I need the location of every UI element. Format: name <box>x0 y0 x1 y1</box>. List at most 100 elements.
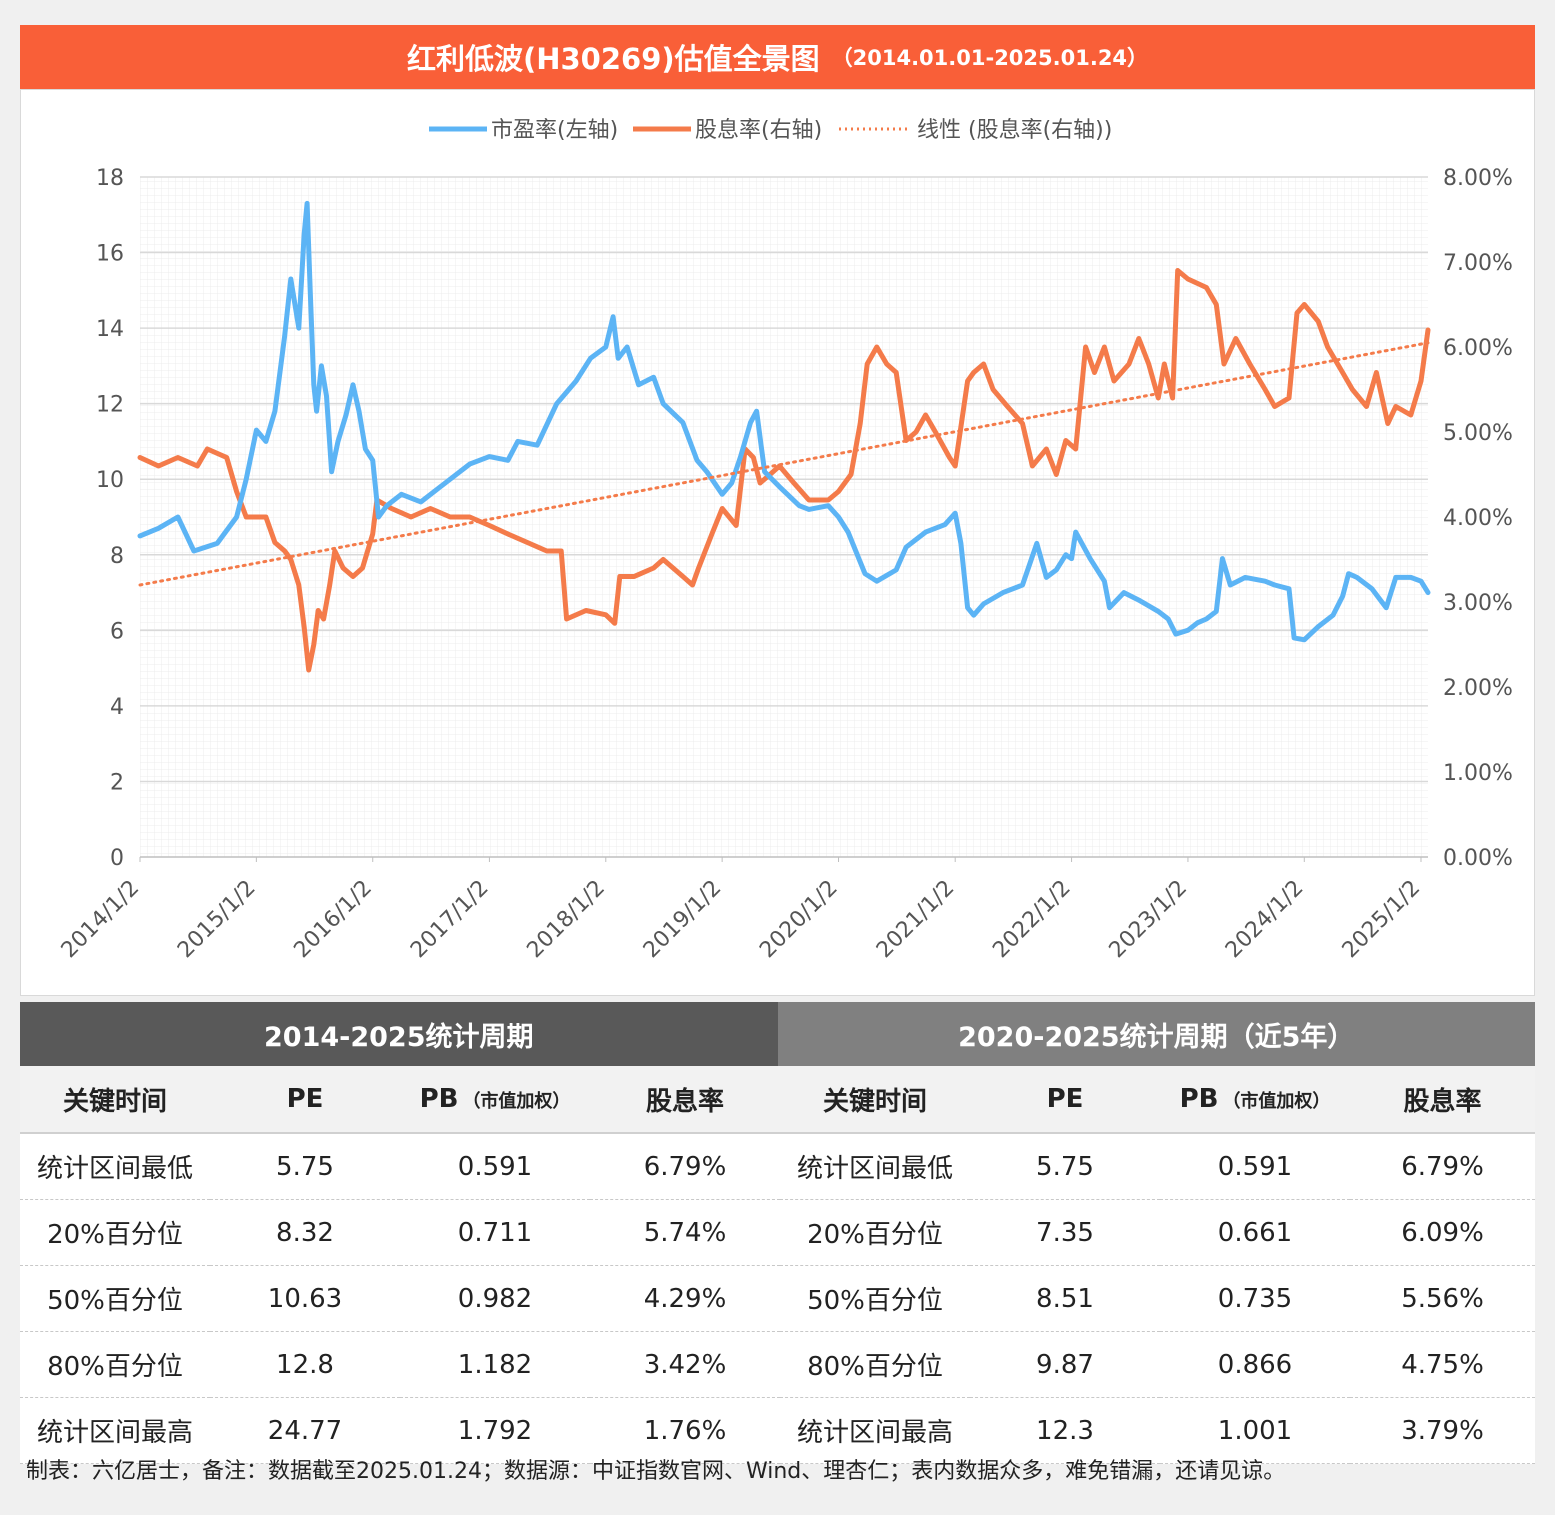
y-right-tick-label: 8.00% <box>1443 166 1513 191</box>
col-pe: PE <box>210 1066 400 1134</box>
y-right-tick-label: 7.00% <box>1443 251 1513 276</box>
cell-recent-pe: 8.51 <box>970 1265 1160 1332</box>
cell-recent-label: 80%百分位 <box>780 1331 970 1398</box>
stats-table: 关键时间 PE PB （市值加权） 股息率 关键时间 PE PB （市值加权） 股息… <box>20 1066 1535 1464</box>
x-tick-label: 2018/1/2 <box>522 876 610 964</box>
cell-recent-pb: 0.591 <box>1160 1133 1350 1200</box>
cell-all-pe: 10.63 <box>210 1265 400 1332</box>
cell-all-pe: 8.32 <box>210 1199 400 1266</box>
x-tick-label: 2019/1/2 <box>639 876 727 964</box>
table-row: 50%百分位 10.63 0.982 4.29% 50%百分位 8.51 0.7… <box>20 1265 1535 1332</box>
col-key-time: 关键时间 <box>20 1066 210 1134</box>
cell-recent-dy: 4.75% <box>1350 1331 1535 1398</box>
legend-pe-label: 市盈率(左轴) <box>491 118 618 143</box>
y-left-tick-label: 16 <box>96 242 124 267</box>
title-bar: 红利低波(H30269)估值全景图 （2014.01.01-2025.01.24… <box>20 25 1535 89</box>
cell-all-dy: 6.79% <box>590 1133 780 1200</box>
col-pb: PB （市值加权） <box>400 1066 590 1134</box>
dividend-yield-trendline <box>138 341 1430 587</box>
table-row: 统计区间最高 24.77 1.792 1.76% 统计区间最高 12.3 1.0… <box>20 1397 1535 1464</box>
x-tick-label: 2022/1/2 <box>988 876 1076 964</box>
cell-all-dy: 1.76% <box>590 1397 780 1464</box>
cell-recent-pe: 12.3 <box>970 1397 1160 1464</box>
y-left-tick-label: 14 <box>96 317 124 342</box>
x-tick-label: 2014/1/2 <box>57 876 145 964</box>
legend-dy-label: 股息率(右轴) <box>695 118 822 143</box>
cell-recent-label: 统计区间最高 <box>780 1397 970 1464</box>
cell-all-pe: 5.75 <box>210 1133 400 1200</box>
y-left-tick-label: 10 <box>96 468 124 493</box>
cell-recent-dy: 6.09% <box>1350 1199 1535 1266</box>
col-pe-recent: PE <box>970 1066 1160 1134</box>
series-layer <box>137 200 1431 673</box>
footnote: 制表：六亿居士，备注：数据截至2025.01.24；数据源：中证指数官网、Win… <box>26 1459 1286 1484</box>
period-header: 2014-2025统计周期 2020-2025统计周期（近5年） <box>20 1002 1535 1066</box>
x-tick-label: 2021/1/2 <box>872 876 960 964</box>
y-right-tick-label: 4.00% <box>1443 506 1513 531</box>
cell-all-dy: 4.29% <box>590 1265 780 1332</box>
major-gridlines <box>140 176 1428 858</box>
y-left-tick-label: 6 <box>110 619 124 644</box>
cell-all-pb: 0.591 <box>400 1133 590 1200</box>
x-tick-label: 2020/1/2 <box>755 876 843 964</box>
cell-recent-pe: 5.75 <box>970 1133 1160 1200</box>
col-pb-label-recent: PB <box>1179 1084 1219 1114</box>
y-left-tick-label: 0 <box>110 846 124 871</box>
y-right-tick-label: 2.00% <box>1443 676 1513 701</box>
cell-recent-pb: 0.661 <box>1160 1199 1350 1266</box>
cell-recent-label: 统计区间最低 <box>780 1133 970 1200</box>
cell-recent-dy: 5.56% <box>1350 1265 1535 1332</box>
x-tick-label: 2023/1/2 <box>1105 876 1193 964</box>
cell-recent-pe: 7.35 <box>970 1199 1160 1266</box>
y-left-tick-label: 12 <box>96 393 124 418</box>
cell-recent-pb: 0.866 <box>1160 1331 1350 1398</box>
x-tick-label: 2016/1/2 <box>289 876 377 964</box>
cell-recent-dy: 3.79% <box>1350 1397 1535 1464</box>
plot-area <box>140 177 1428 857</box>
x-tick-label: 2024/1/2 <box>1221 876 1309 964</box>
cell-all-label: 统计区间最高 <box>20 1397 210 1464</box>
col-pb-note: （市值加权） <box>462 1091 571 1112</box>
cell-all-pb: 0.982 <box>400 1265 590 1332</box>
y-right-tick-label: 1.00% <box>1443 761 1513 786</box>
y-right-tick-label: 6.00% <box>1443 336 1513 361</box>
col-dividend-yield: 股息率 <box>590 1066 780 1134</box>
cell-all-dy: 3.42% <box>590 1331 780 1398</box>
legend-trend-label: 线性 (股息率(右轴)) <box>917 118 1112 143</box>
chart-panel: 市盈率(左轴) 股息率(右轴) 线性 (股息率(右轴)) 0 2 4 6 8 10 12 14… <box>20 89 1535 996</box>
stats-section: 2014-2025统计周期 2020-2025统计周期（近5年） 关键时间 PE… <box>20 1002 1535 1464</box>
cell-all-pb: 1.182 <box>400 1331 590 1398</box>
cell-recent-pe: 9.87 <box>970 1331 1160 1398</box>
x-tick-label: 2025/1/2 <box>1338 876 1426 964</box>
dividend-yield-series-line <box>137 268 1431 673</box>
date-range: （2014.01.01-2025.01.24） <box>831 46 1149 70</box>
table-row: 80%百分位 12.8 1.182 3.42% 80%百分位 9.87 0.86… <box>20 1331 1535 1398</box>
y-left-tick-label: 18 <box>96 166 124 191</box>
cell-all-dy: 5.74% <box>590 1199 780 1266</box>
y-right-tick-label: 5.00% <box>1443 421 1513 446</box>
x-tick-label: 2017/1/2 <box>406 876 494 964</box>
valuation-chart: 市盈率(左轴) 股息率(右轴) 线性 (股息率(右轴)) 0 2 4 6 8 10 12 14… <box>57 118 1513 964</box>
x-tick-label: 2015/1/2 <box>173 876 261 964</box>
cell-recent-label: 50%百分位 <box>780 1265 970 1332</box>
cell-recent-pb: 1.001 <box>1160 1397 1350 1464</box>
cell-all-label: 20%百分位 <box>20 1199 210 1266</box>
table-row: 20%百分位 8.32 0.711 5.74% 20%百分位 7.35 0.66… <box>20 1199 1535 1266</box>
y-right-tick-label: 3.00% <box>1443 591 1513 616</box>
pe-series-line <box>137 200 1431 643</box>
col-pb-label: PB <box>419 1084 459 1114</box>
cell-recent-dy: 6.79% <box>1350 1133 1535 1200</box>
y-left-tick-label: 2 <box>110 770 124 795</box>
stats-header-row: 关键时间 PE PB （市值加权） 股息率 关键时间 PE PB （市值加权） 股息… <box>20 1066 1535 1134</box>
cell-all-label: 50%百分位 <box>20 1265 210 1332</box>
table-row: 统计区间最低 5.75 0.591 6.79% 统计区间最低 5.75 0.59… <box>20 1133 1535 1200</box>
y-left-tick-label: 8 <box>110 544 124 569</box>
cell-all-pb: 1.792 <box>400 1397 590 1464</box>
cell-recent-label: 20%百分位 <box>780 1199 970 1266</box>
chart-title: 红利低波(H30269)估值全景图 <box>406 42 820 76</box>
cell-all-label: 80%百分位 <box>20 1331 210 1398</box>
cell-recent-pb: 0.735 <box>1160 1265 1350 1332</box>
y-right-tick-label: 0.00% <box>1443 846 1513 871</box>
col-pb-note-recent: （市值加权） <box>1222 1091 1331 1112</box>
period-recent-label: 2020-2025统计周期（近5年） <box>777 1002 1535 1066</box>
